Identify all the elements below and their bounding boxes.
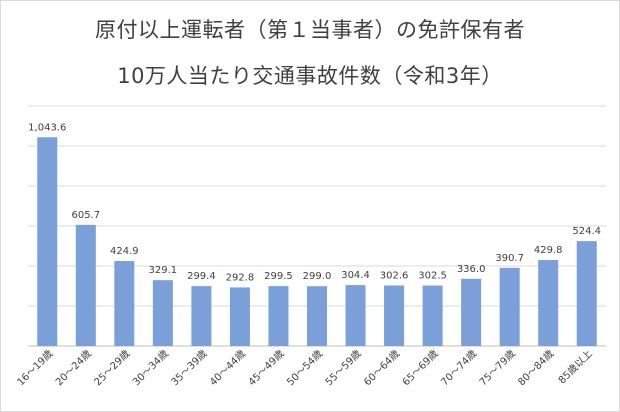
data-label: 429.8 [534, 245, 563, 256]
chart-subtitle: 10万人当たり交通事故件数（令和3年） [117, 64, 503, 88]
x-tick-label: 75～79歳 [477, 348, 518, 389]
data-label: 424.9 [110, 246, 139, 257]
x-tick-label: 60～64歳 [362, 348, 403, 389]
bar [422, 285, 443, 346]
data-label: 1,043.6 [28, 122, 66, 133]
bar [307, 286, 327, 346]
bar [576, 241, 597, 346]
data-label: 329.1 [149, 265, 178, 276]
data-label: 390.7 [495, 253, 524, 264]
data-label: 299.4 [187, 271, 216, 282]
x-tick-label: 80～84歳 [516, 348, 557, 389]
data-label: 605.7 [71, 210, 100, 221]
bar [345, 285, 366, 346]
data-label: 299.0 [303, 271, 332, 282]
x-tick-label: 16～19歳 [15, 348, 56, 389]
data-label: 302.5 [418, 271, 447, 282]
bar [114, 261, 135, 346]
x-tick-label: 35～39歳 [169, 348, 210, 389]
x-tick-label: 20～24歳 [53, 348, 94, 389]
data-label: 336.0 [457, 264, 486, 275]
x-tick-label: 40～44歳 [207, 348, 248, 389]
x-tick-label: 55～59歳 [323, 348, 364, 389]
x-tick-label: 50～54歳 [284, 348, 325, 389]
data-label: 524.4 [572, 226, 601, 237]
x-tick-label: 70～74歳 [439, 348, 480, 389]
bar [384, 285, 405, 346]
bar [461, 278, 482, 346]
bar [75, 224, 96, 346]
data-label: 299.5 [264, 271, 293, 282]
x-tick-label: 25～29歳 [92, 348, 133, 389]
bar [499, 267, 520, 346]
bar [191, 286, 212, 346]
bar [229, 287, 250, 346]
x-tick-label: 85歳以上 [556, 348, 595, 387]
chart-title: 原付以上運転者（第１当事者）の免許保有者 [95, 18, 525, 42]
x-tick-labels: 16～19歳20～24歳25～29歳30～34歳35～39歳40～44歳45～4… [15, 348, 595, 389]
data-labels: 1,043.6 605.7 424.9 329.1 299.4 292.8 299.5 299… [28, 122, 601, 283]
bar [538, 260, 559, 346]
bars [37, 137, 597, 346]
bar [152, 280, 173, 346]
data-label: 292.8 [226, 272, 255, 283]
data-label: 304.4 [341, 270, 370, 281]
data-label: 302.6 [380, 270, 409, 281]
bar [268, 286, 289, 346]
x-tick-label: 65～69歳 [400, 348, 441, 389]
bar [37, 137, 58, 346]
x-tick-label: 30～34歳 [130, 348, 171, 389]
x-tick-label: 45～49歳 [246, 348, 287, 389]
